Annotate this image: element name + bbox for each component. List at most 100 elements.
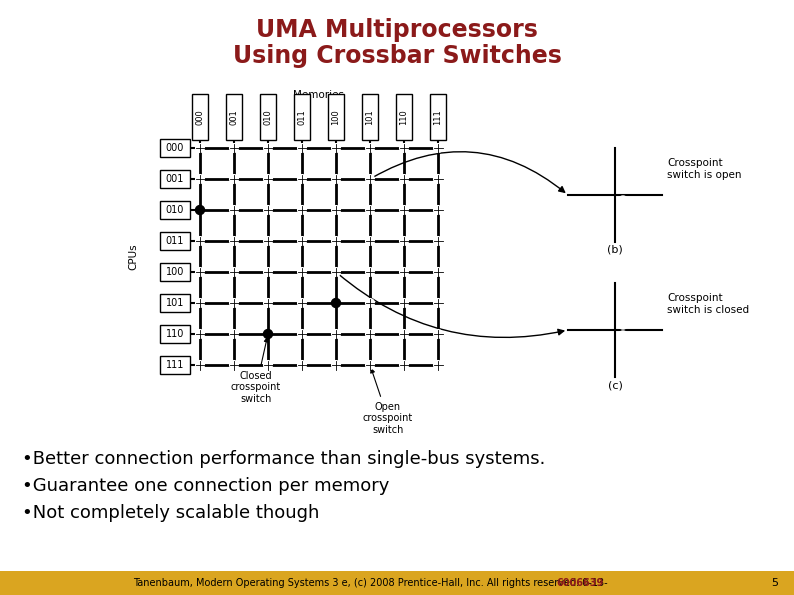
Circle shape bbox=[365, 205, 375, 215]
Text: Crosspoint
switch is open: Crosspoint switch is open bbox=[667, 158, 742, 180]
FancyBboxPatch shape bbox=[362, 94, 378, 140]
Text: (c): (c) bbox=[607, 380, 622, 390]
Circle shape bbox=[298, 236, 306, 246]
FancyBboxPatch shape bbox=[226, 94, 242, 140]
Circle shape bbox=[434, 361, 442, 369]
Circle shape bbox=[399, 205, 408, 215]
FancyBboxPatch shape bbox=[396, 94, 412, 140]
Circle shape bbox=[365, 299, 375, 308]
Circle shape bbox=[195, 330, 205, 339]
Circle shape bbox=[399, 143, 408, 152]
Circle shape bbox=[434, 330, 442, 339]
Text: 6006639: 6006639 bbox=[556, 578, 603, 588]
Circle shape bbox=[332, 361, 341, 369]
Text: 111: 111 bbox=[434, 109, 442, 125]
Circle shape bbox=[332, 174, 341, 183]
Circle shape bbox=[195, 205, 205, 215]
Circle shape bbox=[332, 236, 341, 246]
Circle shape bbox=[583, 298, 647, 362]
Text: (b): (b) bbox=[607, 245, 622, 255]
Text: 011: 011 bbox=[166, 236, 184, 246]
FancyBboxPatch shape bbox=[160, 201, 190, 219]
Circle shape bbox=[434, 205, 442, 215]
Circle shape bbox=[434, 299, 442, 308]
Circle shape bbox=[298, 268, 306, 277]
FancyBboxPatch shape bbox=[160, 232, 190, 250]
Circle shape bbox=[229, 361, 238, 369]
Circle shape bbox=[365, 268, 375, 277]
Circle shape bbox=[618, 196, 628, 206]
FancyBboxPatch shape bbox=[160, 294, 190, 312]
Circle shape bbox=[229, 236, 238, 246]
Text: 5: 5 bbox=[772, 578, 778, 588]
Circle shape bbox=[195, 174, 205, 183]
Circle shape bbox=[264, 361, 272, 369]
FancyBboxPatch shape bbox=[160, 170, 190, 188]
Circle shape bbox=[298, 299, 306, 308]
Circle shape bbox=[298, 330, 306, 339]
Text: Memories: Memories bbox=[294, 90, 345, 100]
Circle shape bbox=[264, 174, 272, 183]
Text: •Better connection performance than single-bus systems.: •Better connection performance than sing… bbox=[22, 450, 545, 468]
Text: 110: 110 bbox=[399, 109, 408, 125]
Text: UMA Multiprocessors: UMA Multiprocessors bbox=[256, 18, 538, 42]
Text: Tanenbaum, Modern Operating Systems 3 e, (c) 2008 Prentice-Hall, Inc. All rights: Tanenbaum, Modern Operating Systems 3 e,… bbox=[133, 578, 607, 588]
Text: 101: 101 bbox=[166, 298, 184, 308]
Text: 010: 010 bbox=[264, 109, 272, 125]
Text: •Guarantee one connection per memory: •Guarantee one connection per memory bbox=[22, 477, 389, 495]
FancyBboxPatch shape bbox=[192, 94, 208, 140]
Circle shape bbox=[298, 205, 306, 215]
Circle shape bbox=[195, 299, 205, 308]
Text: 001: 001 bbox=[166, 174, 184, 184]
FancyBboxPatch shape bbox=[430, 94, 446, 140]
Text: 000: 000 bbox=[195, 109, 205, 125]
Circle shape bbox=[332, 268, 341, 277]
Circle shape bbox=[434, 174, 442, 183]
FancyBboxPatch shape bbox=[260, 94, 276, 140]
Circle shape bbox=[434, 236, 442, 246]
FancyBboxPatch shape bbox=[328, 94, 344, 140]
Circle shape bbox=[618, 319, 628, 329]
Circle shape bbox=[229, 205, 238, 215]
Circle shape bbox=[298, 174, 306, 183]
Circle shape bbox=[399, 299, 408, 308]
Circle shape bbox=[365, 143, 375, 152]
Circle shape bbox=[298, 361, 306, 369]
Circle shape bbox=[365, 330, 375, 339]
Circle shape bbox=[264, 143, 272, 152]
Circle shape bbox=[332, 205, 341, 215]
Circle shape bbox=[332, 143, 341, 152]
Circle shape bbox=[298, 143, 306, 152]
Text: 000: 000 bbox=[166, 143, 184, 153]
Circle shape bbox=[264, 330, 272, 339]
Text: Crosspoint
switch is closed: Crosspoint switch is closed bbox=[667, 293, 749, 315]
Text: Using Crossbar Switches: Using Crossbar Switches bbox=[233, 44, 561, 68]
FancyBboxPatch shape bbox=[294, 94, 310, 140]
Circle shape bbox=[264, 236, 272, 246]
Circle shape bbox=[195, 268, 205, 277]
Circle shape bbox=[365, 236, 375, 246]
Circle shape bbox=[399, 330, 408, 339]
Circle shape bbox=[229, 299, 238, 308]
FancyBboxPatch shape bbox=[160, 325, 190, 343]
Circle shape bbox=[195, 361, 205, 369]
Text: 011: 011 bbox=[298, 109, 306, 125]
Circle shape bbox=[583, 163, 647, 227]
Circle shape bbox=[365, 361, 375, 369]
Text: 001: 001 bbox=[229, 109, 238, 125]
Circle shape bbox=[229, 174, 238, 183]
FancyBboxPatch shape bbox=[160, 263, 190, 281]
Text: 100: 100 bbox=[166, 267, 184, 277]
Circle shape bbox=[618, 331, 628, 341]
Circle shape bbox=[618, 182, 628, 192]
Circle shape bbox=[399, 236, 408, 246]
Circle shape bbox=[264, 205, 272, 215]
Circle shape bbox=[332, 330, 341, 339]
Circle shape bbox=[434, 143, 442, 152]
FancyBboxPatch shape bbox=[0, 571, 794, 595]
Text: •Not completely scalable though: •Not completely scalable though bbox=[22, 504, 319, 522]
Text: Closed
crosspoint
switch: Closed crosspoint switch bbox=[231, 338, 281, 404]
FancyBboxPatch shape bbox=[160, 139, 190, 157]
Circle shape bbox=[434, 268, 442, 277]
FancyBboxPatch shape bbox=[160, 356, 190, 374]
